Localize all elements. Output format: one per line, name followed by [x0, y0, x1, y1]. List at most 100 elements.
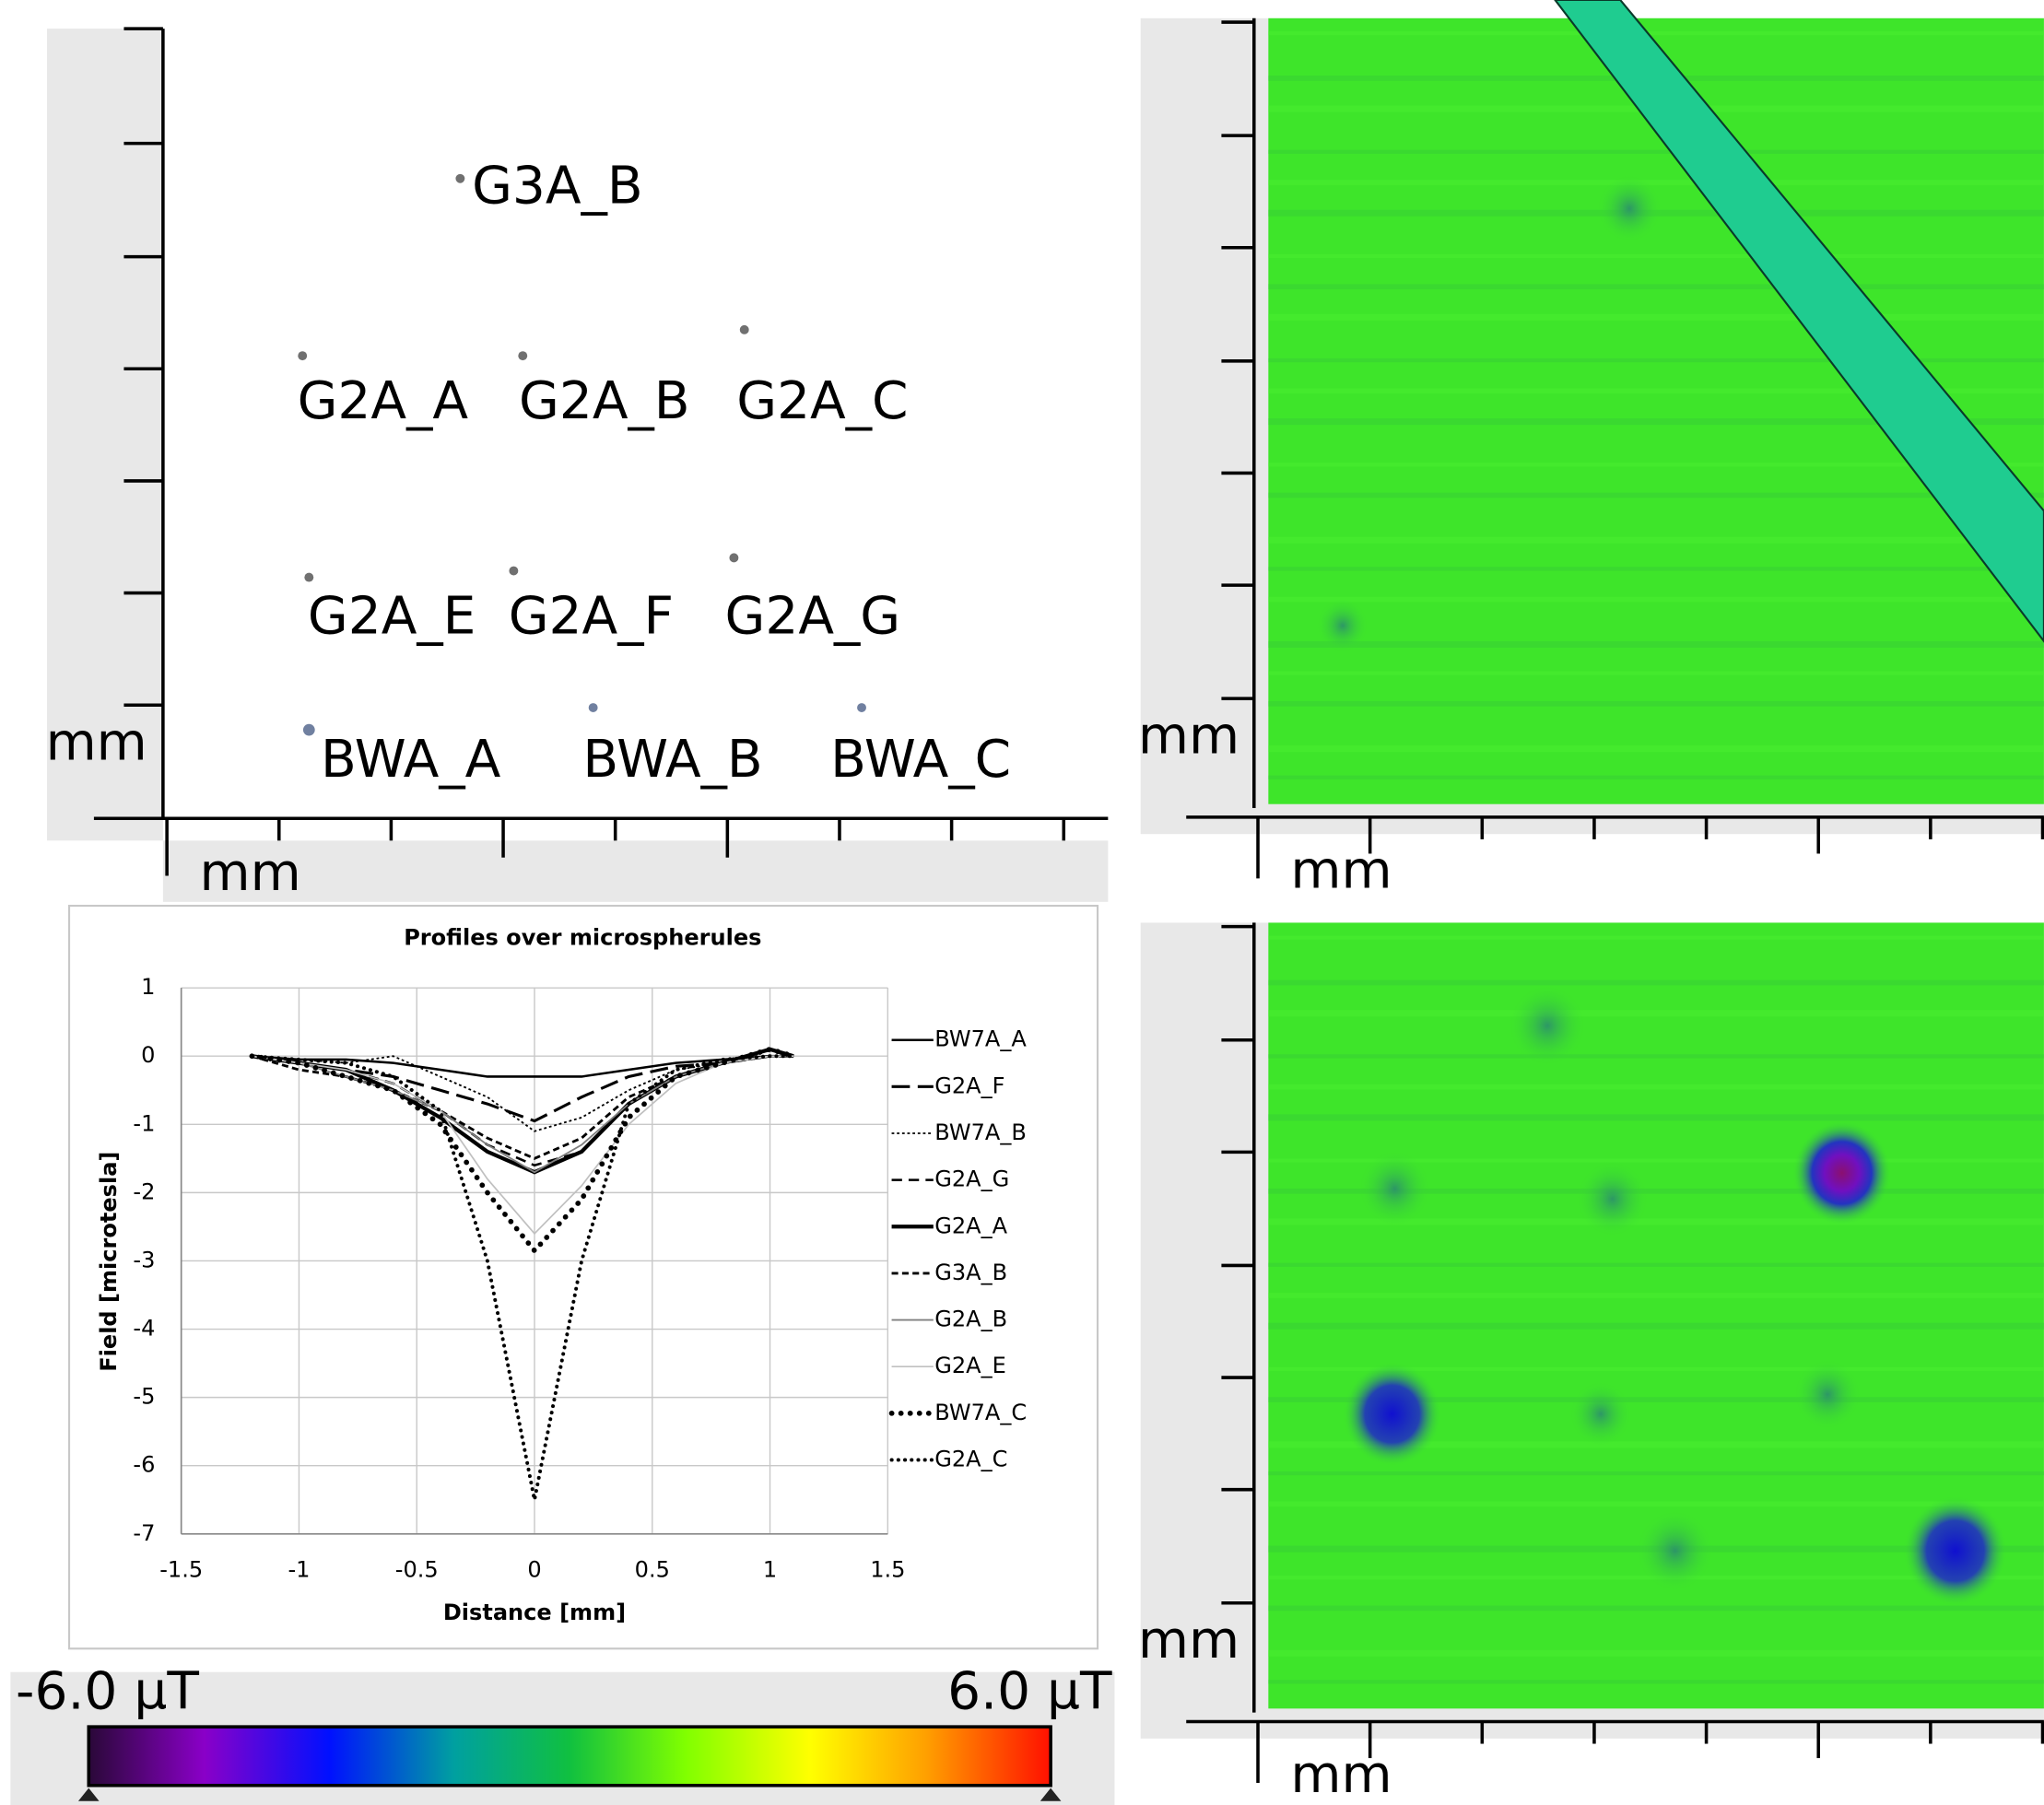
field-streak	[1268, 1680, 2044, 1683]
legend-label: G2A_G	[934, 1166, 1009, 1192]
x-tick-label: 0.5	[635, 1556, 670, 1582]
sample-label: G2A_F	[509, 585, 674, 646]
panel-background	[163, 840, 1108, 901]
y-tick-label: -3	[133, 1247, 155, 1272]
field-streak	[1268, 150, 2044, 154]
chart-title: Profiles over microspherules	[404, 924, 761, 950]
field-streak	[1268, 1114, 2044, 1120]
axis-unit: mm	[1138, 706, 1239, 767]
y-tick-label: -2	[133, 1178, 155, 1204]
y-tick-label: -5	[133, 1384, 155, 1410]
field-anomaly	[1576, 1161, 1649, 1237]
legend-label: BW7A_A	[934, 1026, 1027, 1052]
field-anomaly	[1903, 1496, 2007, 1606]
sample-dot	[857, 703, 866, 712]
sample-dot	[303, 724, 315, 736]
sample-label: G2A_G	[725, 585, 901, 646]
legend-label: BW7A_C	[934, 1400, 1027, 1425]
field-anomaly	[1569, 1381, 1632, 1447]
field-streak	[1268, 358, 2044, 362]
legend-label: G3A_B	[934, 1260, 1007, 1285]
sample-label: BWA_A	[321, 729, 501, 790]
field-anomaly	[1317, 598, 1369, 652]
y-tick-label: -4	[133, 1316, 155, 1342]
field-anomaly	[1792, 1121, 1891, 1225]
sample-label: BWA_C	[830, 729, 1011, 790]
field-streak	[1268, 180, 2044, 185]
y-tick-label: 1	[141, 974, 155, 1000]
colorbar	[88, 1727, 1051, 1786]
sample-dot	[740, 325, 749, 334]
axis-unit: mm	[199, 842, 300, 903]
field-streak	[1268, 254, 2044, 258]
sample-dot	[518, 351, 527, 360]
field-streak	[1268, 1263, 2044, 1267]
field-anomaly	[1343, 1362, 1441, 1466]
field-streak	[1268, 493, 2044, 498]
y-tick-label: -7	[133, 1520, 155, 1546]
field-anomaly	[1509, 985, 1587, 1067]
legend-label: G2A_F	[934, 1072, 1004, 1098]
field-streak	[1268, 537, 2044, 544]
field-streak	[1268, 31, 2044, 35]
field-streak	[1268, 1471, 2044, 1475]
sample-label: G3A_B	[472, 156, 643, 217]
figure: mm mm G3A_B G2A_A G2A_B G2A_C G2A_E G2A_F G2A_G B…	[0, 0, 2044, 1805]
y-tick-label: -6	[133, 1452, 155, 1478]
sample-dot	[455, 174, 464, 183]
legend-label: G2A_B	[934, 1307, 1007, 1332]
field-streak	[1268, 1293, 2044, 1298]
field-streak	[1268, 701, 2044, 707]
field-streak	[1268, 597, 2044, 603]
y-tick-label: 0	[141, 1042, 155, 1068]
field-anomaly	[1636, 1510, 1714, 1592]
axis-unit: mm	[1290, 839, 1392, 900]
field-streak	[1268, 1606, 2044, 1612]
x-tick-label: -1.5	[159, 1556, 203, 1582]
x-tick-label: 1.5	[870, 1556, 905, 1582]
page: {"map_panel": {"samples": ["G3A_B", "G2A…	[0, 0, 2044, 1805]
sample-dot	[729, 553, 738, 562]
field-streak	[1268, 745, 2044, 752]
axis-unit: mm	[46, 712, 147, 773]
colorbar-max-label: 6.0 µT	[947, 1660, 1112, 1721]
field-streak	[1268, 1084, 2044, 1090]
axis-unit: mm	[1290, 1744, 1392, 1805]
sample-label: G2A_C	[736, 370, 908, 431]
sample-label: BWA_B	[582, 729, 762, 790]
sample-dot	[304, 573, 313, 582]
field-streak	[1268, 980, 2044, 986]
sample-dot	[589, 703, 598, 712]
legend-label: G2A_C	[934, 1446, 1007, 1471]
field-streak	[1268, 314, 2044, 321]
field-streak	[1268, 641, 2044, 648]
field-streak	[1268, 776, 2044, 779]
legend-label: G2A_A	[934, 1213, 1007, 1238]
colorbar-min-label: -6.0 µT	[16, 1660, 199, 1721]
field-anomaly	[1597, 174, 1662, 242]
field-streak	[1268, 1010, 2044, 1016]
sample-dot	[509, 567, 518, 576]
field-streak	[1268, 936, 2044, 940]
sample-label: G2A_B	[519, 370, 690, 431]
legend-label: BW7A_B	[934, 1119, 1027, 1145]
y-tick-label: -1	[133, 1110, 155, 1136]
y-axis-label: Field [microtesla]	[96, 1152, 122, 1372]
x-tick-label: 1	[763, 1556, 777, 1582]
axis-unit: mm	[1138, 1610, 1239, 1670]
sample-dot	[298, 351, 307, 360]
field-anomaly	[1358, 1150, 1431, 1226]
field-streak	[1268, 567, 2044, 570]
field-streak	[1268, 1650, 2044, 1657]
sample-label: G2A_A	[298, 370, 469, 431]
x-axis-label: Distance [mm]	[443, 1600, 626, 1625]
field-streak	[1268, 1054, 2044, 1058]
sample-label: G2A_E	[308, 585, 476, 646]
field-streak	[1268, 284, 2044, 289]
field-streak	[1268, 1323, 2044, 1330]
field-anomaly	[1793, 1359, 1862, 1430]
legend-label: G2A_E	[934, 1353, 1006, 1378]
field-streak	[1268, 671, 2044, 674]
x-tick-label: 0	[527, 1556, 541, 1582]
x-tick-label: -0.5	[395, 1556, 439, 1582]
